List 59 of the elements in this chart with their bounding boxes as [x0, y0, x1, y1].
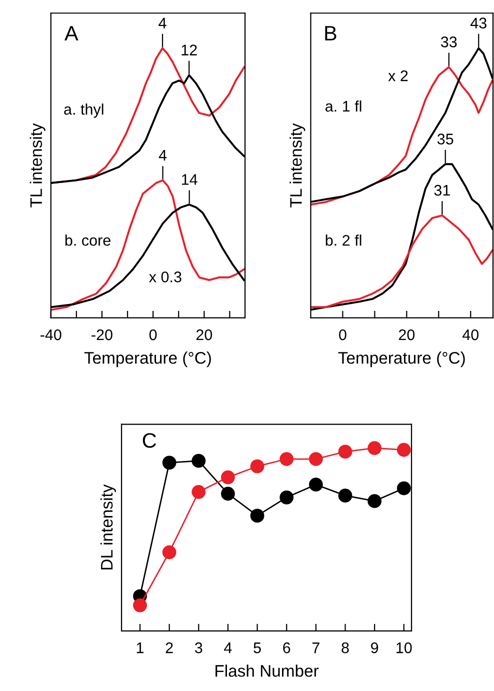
point [221, 470, 235, 484]
x-axis-title: Temperature (°C) [338, 352, 465, 368]
point [368, 494, 382, 508]
annotation: a. 1 fl [326, 100, 362, 112]
point [396, 442, 411, 457]
point [308, 452, 323, 466]
annotation: b. core [65, 234, 110, 246]
annotation: b. 2 fl [326, 234, 362, 246]
annotation: 31 [434, 184, 450, 196]
point [280, 452, 294, 466]
chart-title: C [142, 433, 156, 448]
point [250, 459, 264, 474]
x-tick-label: 0 [149, 329, 157, 340]
x-tick-label: 0 [339, 329, 346, 340]
text: 43 [470, 18, 486, 28]
x-tick-label: 6 [283, 642, 290, 654]
x-tick-label: 7 [312, 642, 320, 654]
chart-title: B [325, 26, 336, 40]
text: 4 [158, 18, 166, 28]
chart-title: A [64, 26, 78, 40]
point [308, 478, 323, 492]
point [192, 484, 206, 499]
annotation: x 2 [388, 70, 408, 82]
text: 33 [440, 36, 457, 48]
x-tick-label: 2 [166, 642, 173, 654]
point [162, 456, 176, 470]
point [133, 598, 147, 612]
point [250, 508, 264, 523]
annotation: 35 [437, 134, 454, 144]
annotation: x 0.3 [149, 272, 182, 282]
point [368, 441, 382, 455]
x-tick-label: 1 [136, 642, 144, 654]
y-axis-title: TL intensity [30, 123, 46, 208]
y-axis-title: TL intensity [290, 123, 306, 208]
point [192, 454, 206, 468]
x-tick-label: 4 [224, 642, 232, 654]
x-tick-label: 3 [194, 642, 202, 654]
annotation: 4 [158, 150, 167, 160]
point [338, 488, 352, 503]
point [338, 444, 352, 459]
x-tick-label: 9 [371, 642, 378, 654]
point [162, 545, 176, 560]
x-tick-label: 8 [342, 642, 349, 654]
x-tick-label: 40 [462, 329, 479, 340]
point [221, 486, 235, 501]
x-tick-label: -20 [92, 329, 112, 340]
annotation: 12 [182, 44, 197, 56]
x-tick-label: -40 [40, 329, 62, 340]
annotation: 14 [182, 174, 198, 185]
x-tick-label: 5 [254, 642, 261, 654]
x-tick-label: 20 [196, 329, 212, 340]
x-axis-title: Temperature (°C) [84, 352, 211, 368]
x-tick-label: 10 [396, 642, 412, 654]
x-tick-label: 20 [398, 329, 415, 340]
x-axis-title: Flash Number [216, 664, 319, 677]
y-axis-title: DL intensity [100, 484, 116, 570]
annotation: a. thyl [64, 104, 104, 118]
point [280, 490, 294, 504]
point [396, 481, 411, 496]
